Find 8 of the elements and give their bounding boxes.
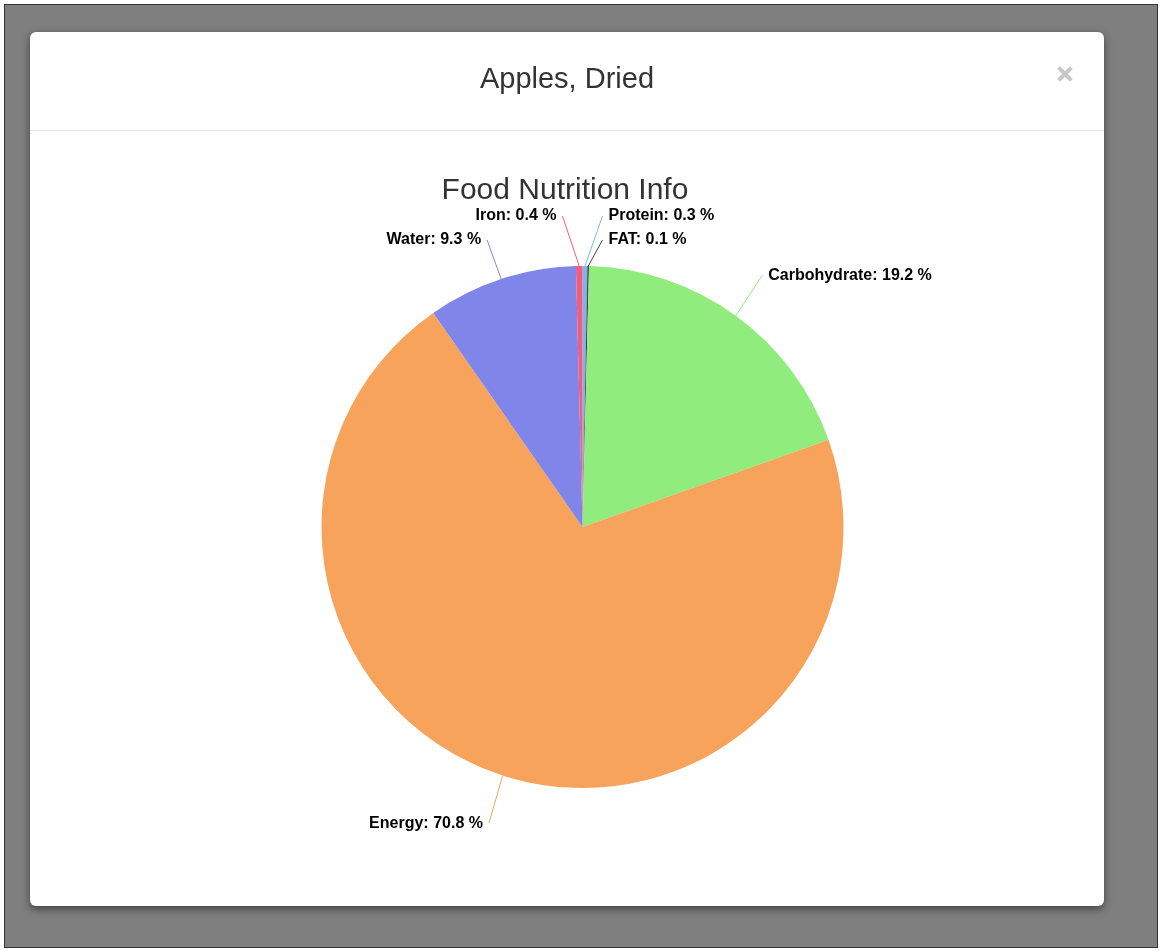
chart-subtitle: Food Nutrition Info [440,172,690,206]
slice-label: Energy: 70.8 % [369,813,483,831]
slice-label: Protein: 0.3 % [608,206,715,224]
slice-label: Iron: 0.4 % [475,206,557,224]
slice-label: Water: 9.3 % [386,230,482,248]
chart-title: Apples, Dried [478,62,656,95]
slice-label: FAT: 0.1 % [608,230,687,248]
slice-label: Carbohydrate: 19.2 % [768,265,932,283]
